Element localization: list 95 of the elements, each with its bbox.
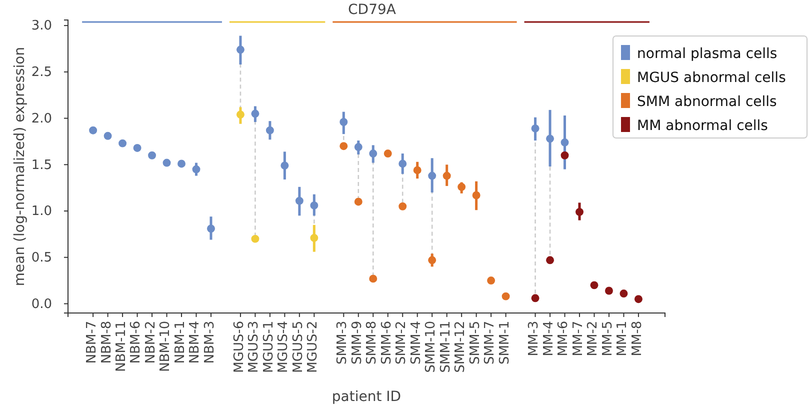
x-tick-label: SMM-5 <box>468 320 483 364</box>
point <box>340 142 348 150</box>
x-tick-label: SMM-10 <box>424 320 439 373</box>
point <box>384 150 392 158</box>
x-tick-label: SMM-11 <box>438 320 454 373</box>
y-tick-label: 3.0 <box>31 18 52 34</box>
point <box>576 208 584 216</box>
y-tick-label: 1.5 <box>31 158 52 173</box>
x-tick-label: MM-4 <box>541 320 556 356</box>
point <box>398 160 407 168</box>
point <box>236 110 244 119</box>
point <box>178 160 186 168</box>
point <box>369 150 378 158</box>
x-tick-label: MM-8 <box>630 320 645 356</box>
point <box>472 191 480 200</box>
legend-label: MGUS abnormal cells <box>637 70 786 86</box>
legend-label: SMM abnormal cells <box>637 94 777 110</box>
point <box>428 256 436 264</box>
point <box>236 46 244 54</box>
point <box>487 276 496 285</box>
point <box>560 138 569 146</box>
x-tick-label: SMM-6 <box>379 320 394 364</box>
chart-title: CD79A <box>348 2 396 18</box>
x-tick-label: MGUS-5 <box>290 320 306 373</box>
point <box>251 234 260 243</box>
point <box>604 286 613 295</box>
point <box>266 126 274 134</box>
x-tick-label: MM-3 <box>526 320 542 356</box>
point <box>354 143 362 152</box>
point <box>531 294 540 302</box>
x-tick-label: NBM-6 <box>128 320 144 364</box>
x-tick-label: MM-7 <box>570 320 586 356</box>
x-axis-title: patient ID <box>332 389 402 405</box>
point <box>634 295 642 304</box>
point <box>280 162 289 170</box>
point <box>133 144 142 152</box>
point <box>398 202 407 210</box>
point <box>251 110 260 118</box>
point <box>310 201 318 210</box>
x-tick-label: MM-5 <box>600 320 616 356</box>
point <box>458 182 466 191</box>
point <box>104 132 112 140</box>
point <box>560 151 569 160</box>
point <box>295 196 304 205</box>
point <box>546 134 554 143</box>
y-tick-label: 0.0 <box>31 296 52 312</box>
y-axis-title: mean (log-normalized) expression <box>12 46 28 286</box>
x-tick-label: NBM-3 <box>202 320 218 364</box>
point <box>206 224 215 233</box>
point <box>442 172 451 180</box>
x-tick-label: MGUS-2 <box>306 320 321 373</box>
point <box>310 234 318 242</box>
point <box>428 172 436 180</box>
x-tick-label: SMM-1 <box>497 320 512 364</box>
point <box>369 274 378 283</box>
point <box>118 139 127 148</box>
x-tick-label: NBM-4 <box>188 320 203 364</box>
x-tick-label: SMM-9 <box>350 320 365 364</box>
x-tick-label: SMM-3 <box>335 320 350 364</box>
point <box>89 126 98 134</box>
x-tick-label: SMM-7 <box>482 320 498 364</box>
x-tick-label: MGUS-4 <box>276 320 292 373</box>
x-tick-label: MGUS-1 <box>261 320 276 373</box>
point <box>413 166 422 174</box>
x-tick-label: NBM-1 <box>172 320 188 364</box>
x-tick-label: SMM-12 <box>453 320 468 373</box>
point <box>148 151 156 160</box>
x-tick-label: SMM-4 <box>408 320 424 364</box>
point <box>192 165 200 174</box>
y-tick-label: 0.5 <box>31 250 52 266</box>
y-tick-label: 2.0 <box>31 111 52 126</box>
x-tick-label: MGUS-3 <box>246 320 262 373</box>
point <box>546 256 554 264</box>
x-tick-label: SMM-2 <box>394 320 410 364</box>
y-tick-label: 2.5 <box>31 65 52 80</box>
point <box>354 198 362 206</box>
point <box>590 281 598 290</box>
x-tick-label: MM-1 <box>615 320 630 356</box>
x-tick-label: NBM-10 <box>158 320 174 372</box>
x-tick-label: NBM-11 <box>114 320 129 372</box>
point <box>531 124 540 132</box>
point <box>620 290 628 298</box>
point <box>162 158 171 167</box>
point <box>502 292 510 300</box>
point <box>340 118 348 126</box>
x-tick-label: MGUS-6 <box>232 320 247 373</box>
x-tick-label: MM-6 <box>556 320 572 356</box>
x-tick-label: NBM-8 <box>99 320 114 364</box>
x-tick-label: NBM-7 <box>84 320 100 364</box>
x-tick-label: MM-2 <box>586 320 601 356</box>
x-tick-label: SMM-8 <box>364 320 380 364</box>
x-tick-label: NBM-2 <box>143 320 158 364</box>
legend-label: MM abnormal cells <box>637 118 768 134</box>
y-tick-label: 1.0 <box>31 204 52 220</box>
legend-label: normal plasma cells <box>637 46 778 62</box>
